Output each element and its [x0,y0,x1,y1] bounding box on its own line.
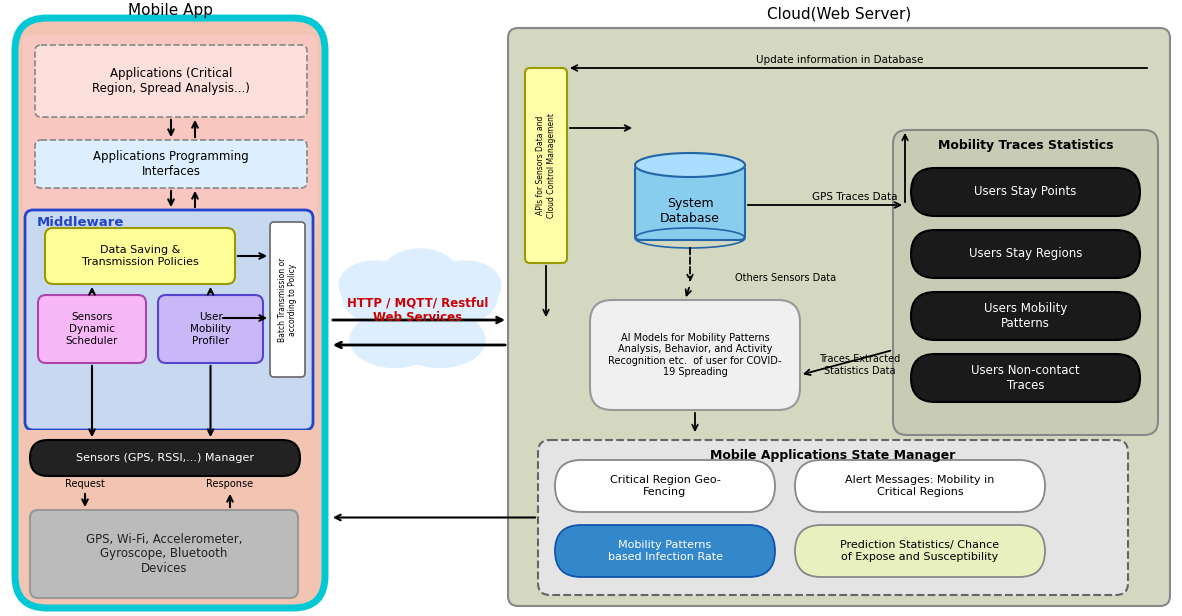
Text: Users Stay Points: Users Stay Points [974,185,1077,198]
FancyBboxPatch shape [269,222,305,377]
Ellipse shape [429,261,501,309]
Text: APIs for Sensors Data and
Cloud Control Management: APIs for Sensors Data and Cloud Control … [537,113,556,218]
FancyBboxPatch shape [158,295,264,363]
Ellipse shape [379,249,460,307]
FancyBboxPatch shape [538,440,1128,595]
Text: Others Sensors Data: Others Sensors Data [735,273,836,283]
Text: Sensors (GPS, RSSI,...) Manager: Sensors (GPS, RSSI,...) Manager [76,453,254,463]
FancyBboxPatch shape [795,525,1045,577]
FancyBboxPatch shape [25,210,313,430]
Text: GPS Traces Data: GPS Traces Data [812,192,898,202]
FancyBboxPatch shape [556,460,775,512]
FancyBboxPatch shape [911,168,1139,216]
Text: Mobility Patterns
based Infection Rate: Mobility Patterns based Infection Rate [608,540,722,562]
Text: HTTP / MQTT/ Restful
Web Services: HTTP / MQTT/ Restful Web Services [348,296,488,324]
FancyBboxPatch shape [508,28,1170,606]
Text: Data Saving &
Transmission Policies: Data Saving & Transmission Policies [82,245,199,267]
Text: AI Models for Mobility Patterns
Analysis, Behavior, and Activity
Recognition etc: AI Models for Mobility Patterns Analysis… [609,333,781,378]
Text: Users Mobility
Patterns: Users Mobility Patterns [983,302,1067,330]
Text: Users Stay Regions: Users Stay Regions [969,248,1083,261]
FancyBboxPatch shape [892,130,1158,435]
Ellipse shape [635,153,745,177]
Ellipse shape [395,312,485,368]
FancyBboxPatch shape [30,510,298,598]
FancyBboxPatch shape [556,525,775,577]
FancyBboxPatch shape [590,300,800,410]
Text: Traces Extracted
Statistics Data: Traces Extracted Statistics Data [819,354,901,376]
Text: Sensors
Dynamic
Scheduler: Sensors Dynamic Scheduler [66,312,118,346]
FancyBboxPatch shape [30,440,300,476]
FancyBboxPatch shape [35,45,307,117]
Ellipse shape [350,312,440,368]
FancyBboxPatch shape [525,68,567,263]
FancyBboxPatch shape [45,228,235,284]
Text: Batch Transmission or
according to Policy: Batch Transmission or according to Polic… [278,257,297,342]
FancyBboxPatch shape [38,295,147,363]
FancyBboxPatch shape [911,230,1139,278]
Text: Applications (Critical
Region, Spread Analysis...): Applications (Critical Region, Spread An… [92,67,249,95]
Text: Alert Messages: Mobility in
Critical Regions: Alert Messages: Mobility in Critical Reg… [845,475,995,496]
FancyBboxPatch shape [35,140,307,188]
Text: Response: Response [207,479,254,489]
Text: Applications Programming
Interfaces: Applications Programming Interfaces [93,150,249,178]
FancyBboxPatch shape [911,354,1139,402]
Text: Users Non-contact
Traces: Users Non-contact Traces [972,364,1080,392]
Text: System
Database: System Database [660,197,720,224]
Text: User
Mobility
Profiler: User Mobility Profiler [190,312,230,346]
Text: Mobile Applications State Manager: Mobile Applications State Manager [710,448,956,461]
Text: Mobility Traces Statistics: Mobility Traces Statistics [937,139,1113,153]
Ellipse shape [403,262,498,328]
Text: Middleware: Middleware [37,216,124,229]
FancyBboxPatch shape [635,165,745,240]
Text: GPS, Wi-Fi, Accelerometer,
Gyroscope, Bluetooth
Devices: GPS, Wi-Fi, Accelerometer, Gyroscope, Bl… [86,532,242,575]
Ellipse shape [339,261,411,309]
Text: Critical Region Geo-
Fencing: Critical Region Geo- Fencing [610,475,721,496]
Text: Mobile App: Mobile App [128,2,213,17]
FancyBboxPatch shape [15,18,325,608]
Text: Request: Request [65,479,105,489]
FancyBboxPatch shape [911,292,1139,340]
FancyBboxPatch shape [22,430,317,450]
FancyBboxPatch shape [795,460,1045,512]
Text: Prediction Statistics/ Chance
of Expose and Susceptibility: Prediction Statistics/ Chance of Expose … [840,540,1000,562]
Text: Cloud(Web Server): Cloud(Web Server) [767,7,911,22]
FancyBboxPatch shape [22,35,317,250]
Ellipse shape [343,262,437,328]
Text: Update information in Database: Update information in Database [756,55,923,65]
